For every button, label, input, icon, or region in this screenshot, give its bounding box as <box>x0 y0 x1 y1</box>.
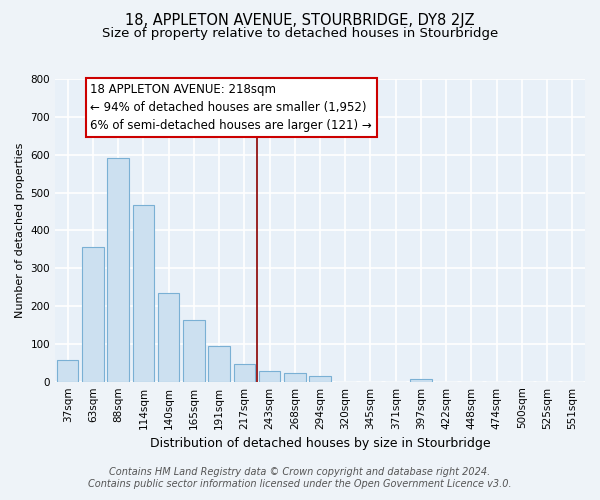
Bar <box>133 204 154 382</box>
Text: Contains HM Land Registry data © Crown copyright and database right 2024.
Contai: Contains HM Land Registry data © Crown c… <box>88 468 512 489</box>
Bar <box>208 346 230 382</box>
Y-axis label: Number of detached properties: Number of detached properties <box>15 142 25 318</box>
Text: 18, APPLETON AVENUE, STOURBRIDGE, DY8 2JZ: 18, APPLETON AVENUE, STOURBRIDGE, DY8 2J… <box>125 12 475 28</box>
Bar <box>259 372 280 382</box>
Text: Size of property relative to detached houses in Stourbridge: Size of property relative to detached ho… <box>102 28 498 40</box>
Bar <box>158 293 179 382</box>
Bar <box>107 158 129 382</box>
Bar <box>284 374 305 382</box>
Bar <box>57 360 79 382</box>
Bar <box>233 364 255 382</box>
Text: 18 APPLETON AVENUE: 218sqm
← 94% of detached houses are smaller (1,952)
6% of se: 18 APPLETON AVENUE: 218sqm ← 94% of deta… <box>91 83 372 132</box>
Bar <box>309 376 331 382</box>
X-axis label: Distribution of detached houses by size in Stourbridge: Distribution of detached houses by size … <box>150 437 490 450</box>
Bar <box>183 320 205 382</box>
Bar <box>410 378 431 382</box>
Bar <box>82 248 104 382</box>
